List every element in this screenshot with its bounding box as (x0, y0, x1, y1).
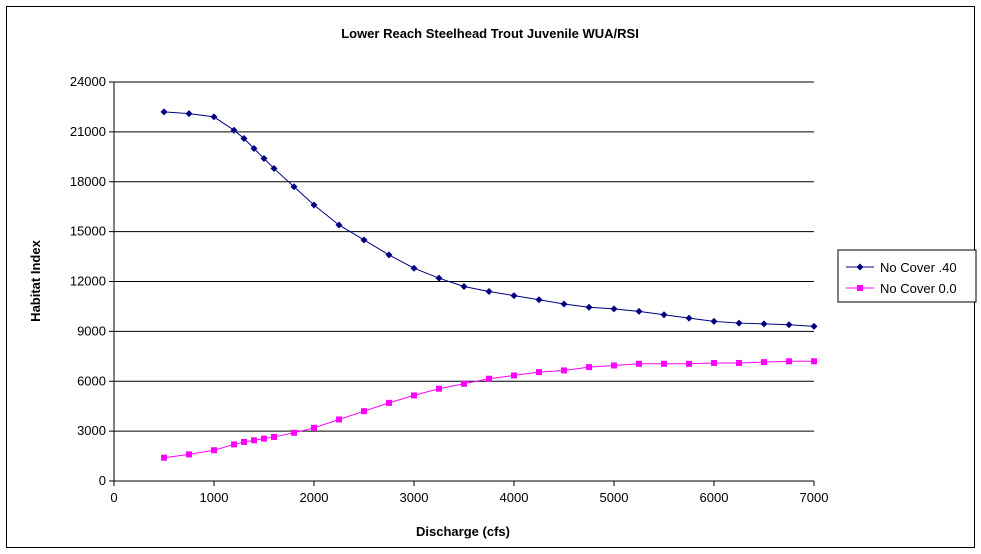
data-point (410, 264, 418, 272)
legend-box (837, 249, 977, 303)
data-point (210, 113, 218, 121)
data-point (271, 433, 277, 440)
data-point (310, 201, 318, 209)
data-point (290, 183, 298, 191)
gridlines (114, 81, 814, 432)
x-tick-label: 2000 (300, 490, 329, 505)
data-point (241, 438, 247, 445)
legend-label: No Cover .40 (880, 260, 957, 275)
data-point (336, 416, 342, 423)
data-point (461, 380, 467, 387)
data-point (436, 385, 442, 392)
data-point (160, 108, 168, 116)
y-tick-label: 24000 (70, 74, 106, 89)
data-point (460, 282, 468, 290)
data-point (636, 360, 642, 367)
y-tick-label: 0 (99, 473, 106, 488)
data-point (231, 441, 237, 448)
data-point (810, 322, 818, 330)
data-point (250, 145, 258, 152)
y-axis-label: Habitat Index (28, 239, 43, 321)
data-point (186, 451, 192, 458)
y-tick-label: 3000 (77, 423, 106, 438)
data-point (785, 321, 793, 329)
data-point (611, 362, 617, 369)
data-point (485, 287, 493, 295)
data-point (510, 292, 518, 300)
data-point (811, 358, 817, 365)
data-point (857, 285, 863, 291)
data-point (411, 392, 417, 399)
data-point (486, 375, 492, 382)
legend: No Cover .40 No Cover 0.0 (837, 249, 977, 303)
data-point (735, 319, 743, 327)
data-point (535, 296, 543, 304)
data-point (161, 454, 167, 461)
data-point (561, 367, 567, 374)
data-point (686, 360, 692, 367)
x-tick-label: 0 (110, 490, 117, 505)
data-point (335, 221, 343, 229)
y-tick-label: 9000 (77, 323, 106, 338)
legend-label: No Cover 0.0 (880, 281, 957, 296)
x-tick-label: 4000 (500, 490, 529, 505)
data-point (760, 320, 768, 328)
data-point (761, 359, 767, 366)
x-ticks: 0 1000 2000 3000 4000 5000 6000 7000 (110, 481, 828, 505)
y-tick-label: 15000 (70, 224, 106, 239)
data-point (560, 300, 568, 308)
y-tick-label: 21000 (70, 124, 106, 139)
data-point (360, 236, 368, 244)
y-tick-label: 12000 (70, 274, 106, 289)
data-point (270, 164, 278, 172)
data-point (710, 317, 718, 325)
x-tick-label: 1000 (200, 490, 229, 505)
data-point (786, 358, 792, 365)
data-point (635, 307, 643, 315)
data-point (586, 364, 592, 371)
data-point (856, 263, 864, 271)
y-tick-label: 6000 (77, 373, 106, 388)
series-layer (160, 108, 818, 461)
x-tick-label: 3000 (400, 490, 429, 505)
chart-title: Lower Reach Steelhead Trout Juvenile WUA… (341, 26, 639, 41)
x-tick-label: 5000 (600, 490, 629, 505)
data-point (185, 110, 193, 118)
data-point (661, 360, 667, 367)
data-point (511, 372, 517, 379)
legend-item: No Cover .40 (846, 260, 957, 275)
data-point (435, 274, 443, 282)
data-point (361, 408, 367, 415)
legend-item: No Cover 0.0 (846, 281, 957, 296)
data-point (685, 314, 693, 322)
series-2 (161, 358, 817, 461)
x-tick-label: 6000 (700, 490, 729, 505)
data-point (260, 154, 268, 162)
data-point (610, 305, 618, 313)
data-point (240, 135, 248, 143)
data-point (536, 369, 542, 376)
data-point (251, 437, 257, 444)
data-point (230, 126, 238, 134)
data-point (311, 424, 317, 431)
data-point (386, 399, 392, 406)
data-point (660, 311, 668, 319)
series-1 (160, 108, 818, 330)
y-tick-label: 18000 (70, 174, 106, 189)
x-tick-label: 7000 (800, 490, 829, 505)
x-axis-label: Discharge (cfs) (416, 524, 510, 539)
y-ticks: 0 3000 6000 9000 12000 15000 18000 21000 24000 (70, 74, 114, 488)
data-point (736, 359, 742, 366)
data-point (585, 303, 593, 311)
data-point (261, 435, 267, 442)
data-point (711, 359, 717, 366)
data-point (291, 429, 297, 436)
data-point (385, 251, 393, 259)
data-point (211, 447, 217, 454)
